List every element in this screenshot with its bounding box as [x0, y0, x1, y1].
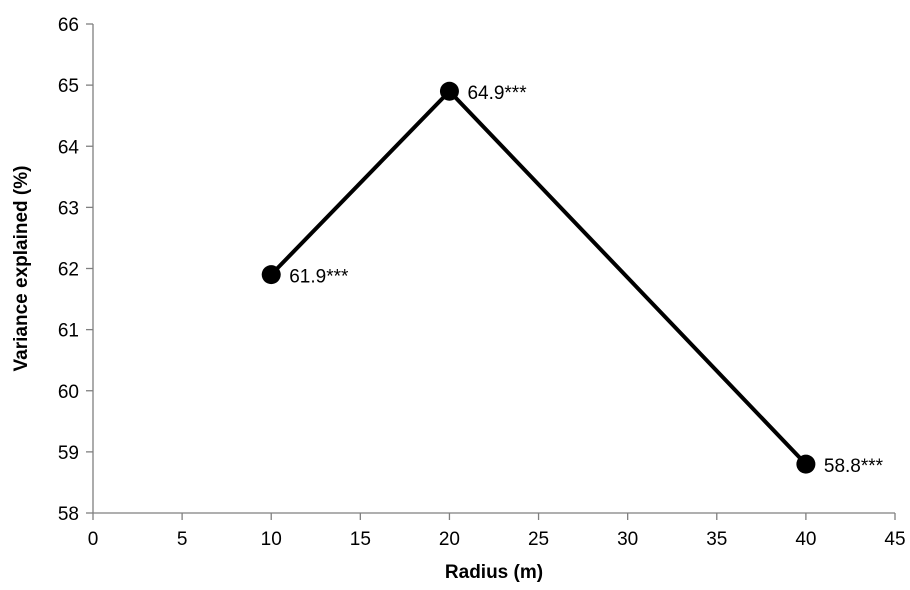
- y-tick-label: 66: [58, 15, 79, 36]
- x-tick-label: 5: [177, 529, 188, 550]
- x-tick-label: 25: [528, 529, 549, 550]
- data-point: [439, 81, 459, 101]
- axes: 0 5 10 15 20 25 30 35 40 45 58 59 60 61 62 63 64 65 66: [58, 15, 906, 550]
- y-tick-label: 62: [58, 260, 79, 281]
- x-tick-label: 10: [261, 529, 282, 550]
- series-line: [269, 88, 808, 466]
- x-tick-label: 20: [439, 529, 460, 550]
- y-axis-title: Variance explained (%): [11, 166, 32, 372]
- y-tick-label: 63: [58, 198, 79, 219]
- x-tick-label: 0: [88, 529, 99, 550]
- y-tick-label: 65: [58, 76, 79, 97]
- data-point: [261, 265, 281, 285]
- x-tick-label: 30: [617, 529, 638, 550]
- y-tick-label: 64: [58, 137, 80, 158]
- data-label: 58.8***: [824, 456, 884, 477]
- data-point: [796, 454, 816, 474]
- series-layer: 61.9*** 64.9*** 58.8***: [261, 81, 884, 477]
- x-axis-ticks: 0 5 10 15 20 25 30 35 40 45: [88, 513, 906, 550]
- data-label: 61.9***: [289, 267, 349, 288]
- x-tick-label: 35: [706, 529, 727, 550]
- data-label: 64.9***: [467, 83, 527, 104]
- x-tick-label: 40: [795, 529, 816, 550]
- y-tick-label: 60: [58, 382, 79, 403]
- y-axis-ticks: 58 59 60 61 62 63 64 65 66: [58, 15, 93, 525]
- x-tick-label: 15: [350, 529, 371, 550]
- y-tick-label: 58: [58, 504, 79, 525]
- y-tick-label: 61: [58, 321, 79, 342]
- x-axis-title: Radius (m): [445, 562, 543, 583]
- x-tick-label: 45: [884, 529, 905, 550]
- y-tick-label: 59: [58, 443, 79, 464]
